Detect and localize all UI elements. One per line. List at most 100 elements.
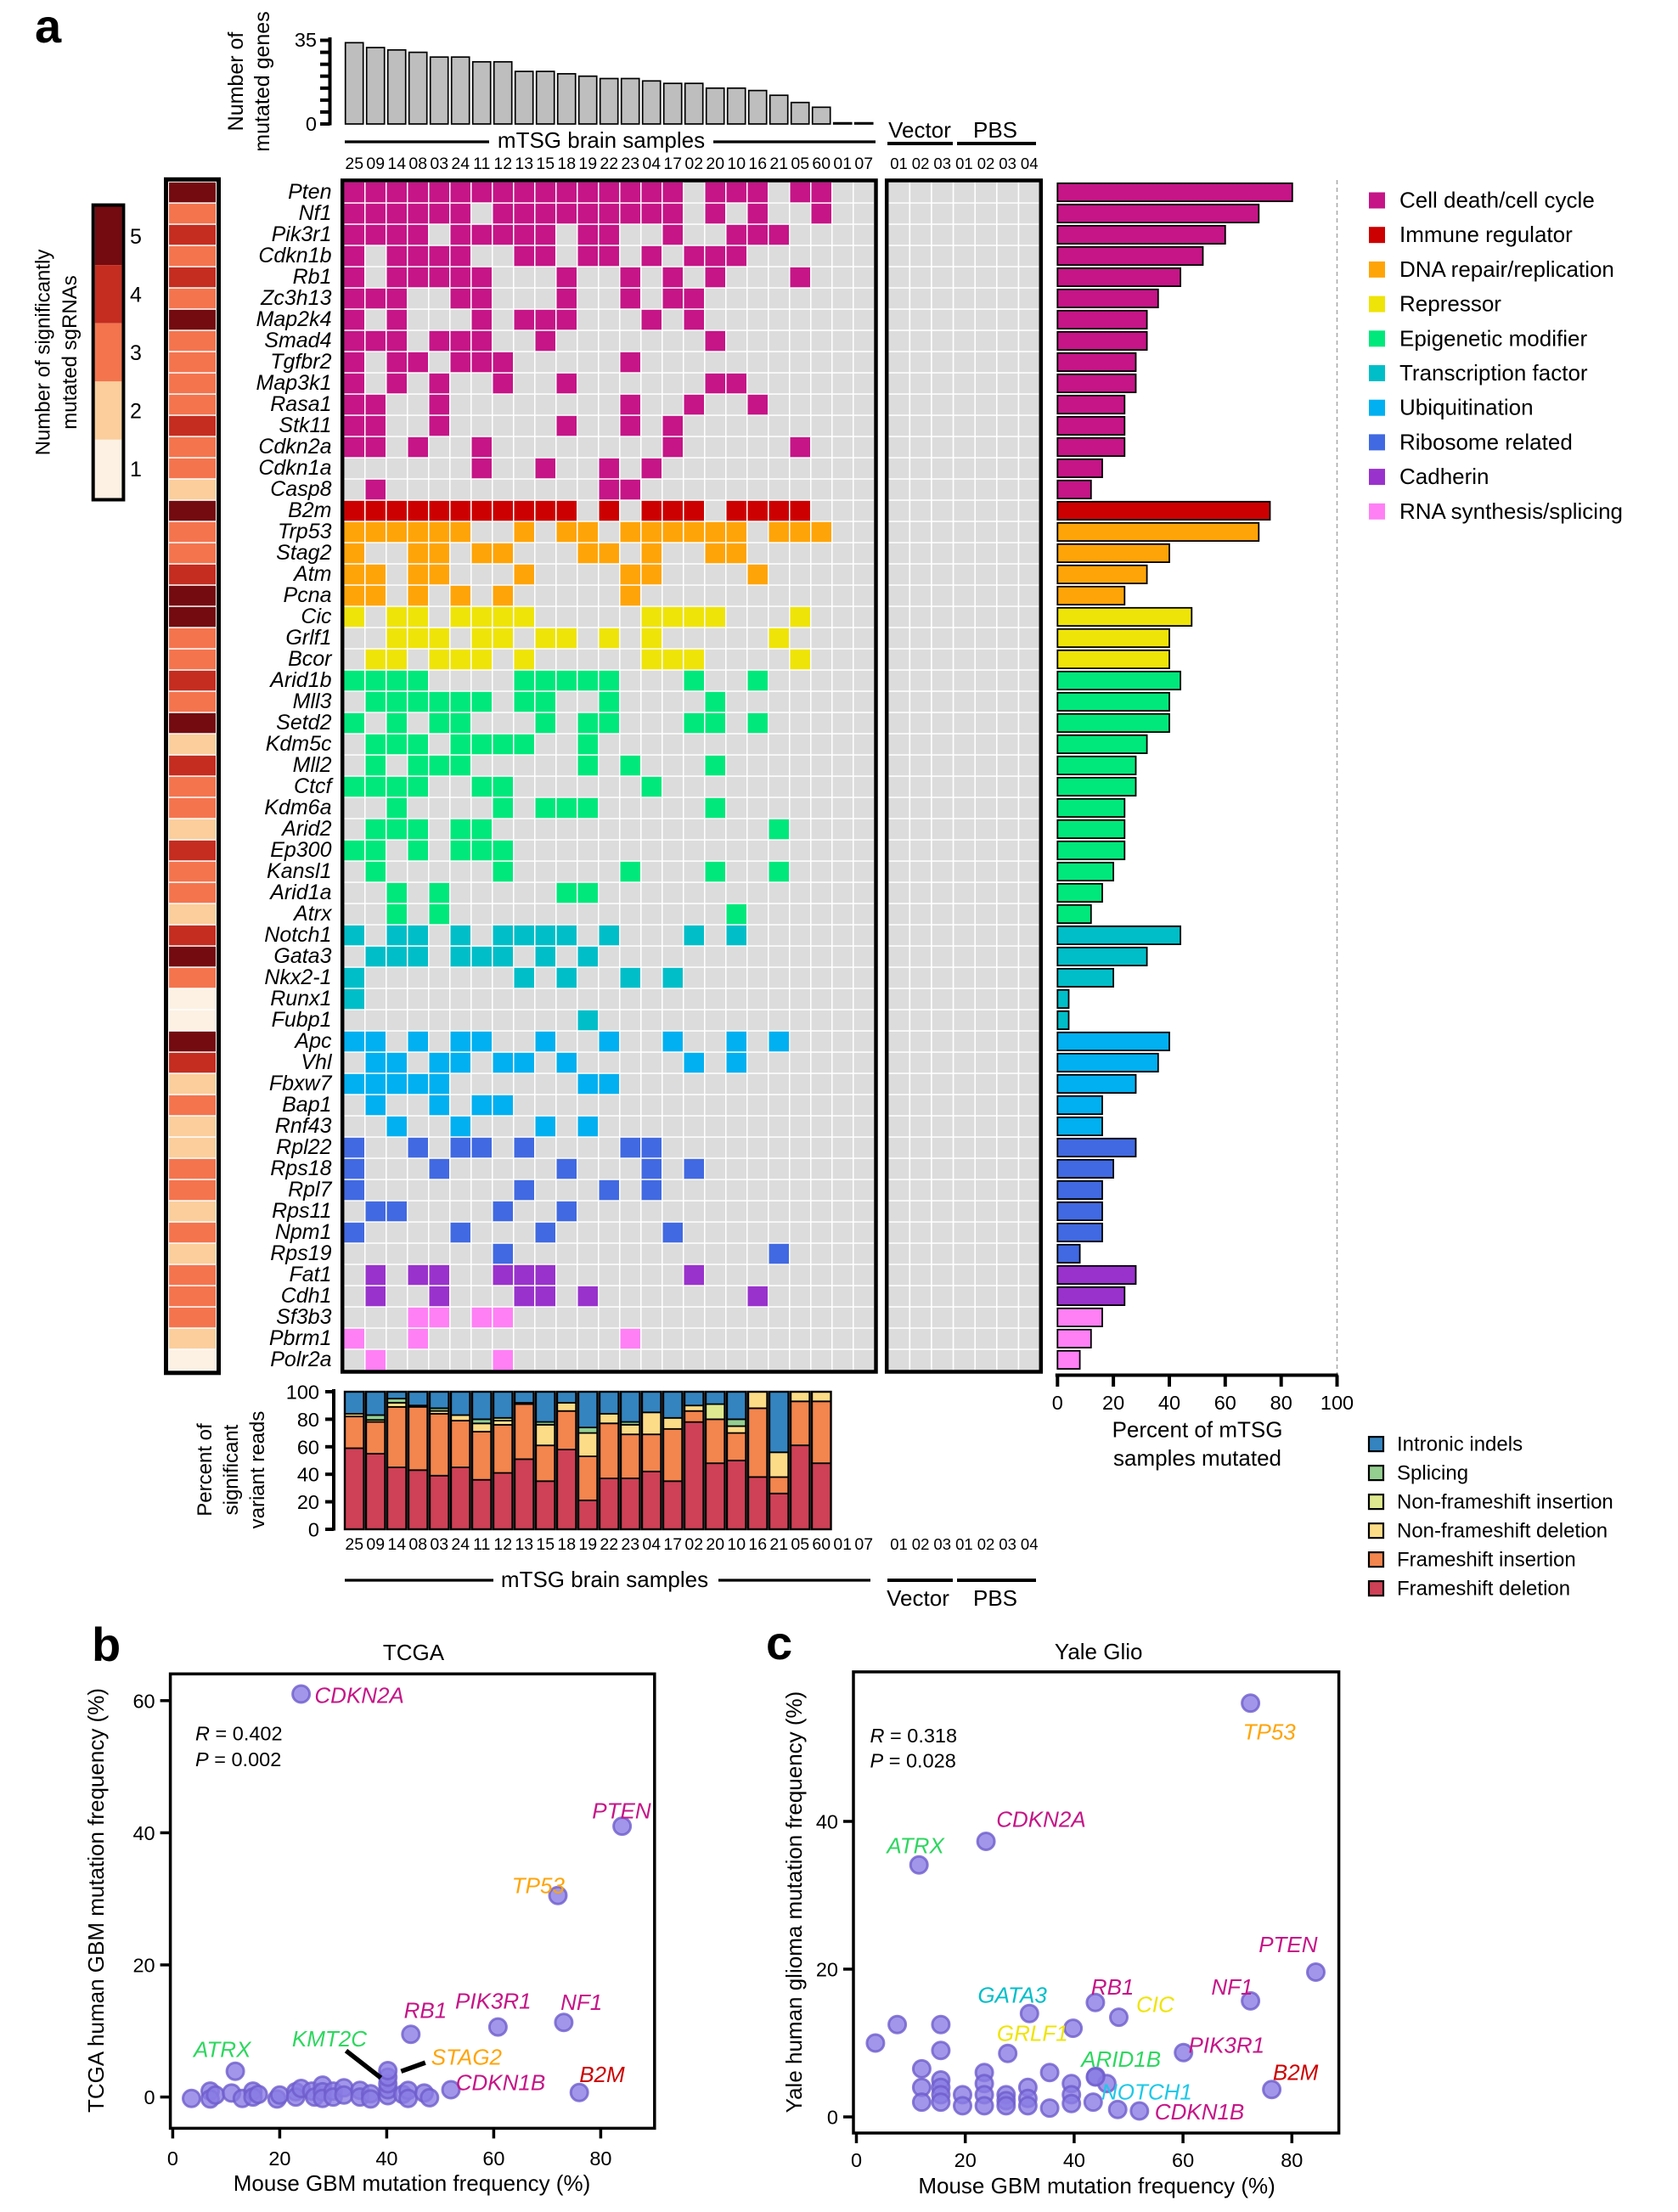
svg-text:19: 19: [578, 155, 597, 173]
svg-text:20: 20: [268, 2147, 290, 2170]
svg-text:03: 03: [999, 155, 1016, 172]
svg-text:Non-frameshift deletion: Non-frameshift deletion: [1397, 1520, 1608, 1543]
svg-text:08: 08: [408, 155, 427, 173]
svg-text:02: 02: [684, 1535, 703, 1554]
svg-text:18: 18: [557, 1535, 576, 1554]
svg-text:23: 23: [621, 155, 639, 173]
svg-text:RB1: RB1: [1091, 1974, 1135, 2000]
svg-text:Map2k4: Map2k4: [256, 307, 332, 331]
svg-text:RNA synthesis/splicing: RNA synthesis/splicing: [1399, 498, 1623, 524]
svg-text:B2m: B2m: [288, 498, 331, 522]
svg-text:TP53: TP53: [512, 1872, 566, 1898]
svg-text:60: 60: [812, 155, 831, 173]
svg-text:16: 16: [748, 1535, 767, 1554]
svg-text:TCGA: TCGA: [383, 1640, 445, 1665]
svg-text:PTEN: PTEN: [592, 1798, 651, 1824]
svg-text:samples mutated: samples mutated: [1113, 1445, 1281, 1471]
svg-text:STAG2: STAG2: [431, 2045, 503, 2070]
svg-text:Stag2: Stag2: [276, 541, 331, 565]
svg-text:0: 0: [827, 2107, 838, 2129]
svg-text:80: 80: [589, 2147, 611, 2170]
svg-text:ATRX: ATRX: [885, 1833, 945, 1859]
svg-text:Ubiquitination: Ubiquitination: [1399, 395, 1534, 420]
svg-text:Pbrm1: Pbrm1: [269, 1326, 332, 1350]
svg-text:RB1: RB1: [404, 1998, 448, 2023]
svg-text:Bap1: Bap1: [282, 1093, 331, 1117]
svg-text:40: 40: [297, 1464, 319, 1486]
svg-text:Mouse GBM mutation frequency (: Mouse GBM mutation frequency (%): [918, 2173, 1275, 2198]
svg-text:100: 100: [286, 1382, 319, 1404]
svg-text:1: 1: [130, 458, 142, 481]
svg-text:B2M: B2M: [579, 2062, 625, 2087]
svg-text:R = 0.402: R = 0.402: [195, 1723, 283, 1745]
svg-text:c: c: [766, 1616, 792, 1669]
svg-text:24: 24: [451, 155, 470, 173]
svg-text:20: 20: [816, 1959, 838, 1981]
svg-text:Pcna: Pcna: [284, 583, 332, 607]
svg-text:P = 0.028: P = 0.028: [870, 1750, 956, 1772]
svg-text:ATRX: ATRX: [192, 2036, 252, 2062]
svg-text:02: 02: [684, 155, 703, 173]
svg-text:PBS: PBS: [973, 1585, 1017, 1611]
svg-text:Pten: Pten: [288, 180, 331, 204]
svg-text:Cic: Cic: [301, 605, 332, 628]
svg-text:GRLF1: GRLF1: [997, 2021, 1068, 2046]
svg-text:Ribosome related: Ribosome related: [1399, 429, 1573, 454]
svg-text:Yale human glioma mutation fre: Yale human glioma mutation frequency (%): [781, 1691, 807, 2114]
svg-text:100: 100: [1320, 1392, 1354, 1414]
svg-text:Casp8: Casp8: [270, 477, 331, 501]
svg-text:20: 20: [706, 1535, 724, 1554]
svg-text:15: 15: [536, 155, 555, 173]
svg-text:Ep300: Ep300: [270, 838, 331, 862]
svg-text:Rpl22: Rpl22: [276, 1135, 331, 1159]
svg-text:b: b: [92, 1618, 121, 1671]
svg-text:02: 02: [912, 155, 930, 172]
svg-text:09: 09: [366, 155, 385, 173]
svg-text:Mll2: Mll2: [293, 753, 332, 777]
svg-text:01: 01: [833, 155, 852, 173]
svg-text:mutated genes: mutated genes: [251, 11, 274, 151]
svg-text:Percent of: Percent of: [194, 1423, 217, 1517]
svg-text:Arid2: Arid2: [280, 817, 331, 841]
svg-text:09: 09: [366, 1535, 385, 1554]
svg-text:0: 0: [308, 1519, 319, 1541]
svg-text:P = 0.002: P = 0.002: [195, 1748, 281, 1770]
svg-text:02: 02: [977, 155, 995, 172]
svg-text:Trp53: Trp53: [278, 520, 332, 543]
svg-text:mutated sgRNAs: mutated sgRNAs: [59, 275, 82, 429]
svg-text:mTSG brain samples: mTSG brain samples: [498, 127, 705, 153]
svg-text:08: 08: [408, 1535, 427, 1554]
svg-text:2: 2: [130, 400, 142, 424]
svg-text:Gata3: Gata3: [273, 944, 331, 968]
svg-text:01: 01: [890, 1535, 908, 1553]
svg-text:Map3k1: Map3k1: [256, 371, 332, 395]
svg-text:a: a: [35, 0, 62, 53]
svg-text:Number of: Number of: [224, 32, 248, 132]
svg-text:GATA3: GATA3: [977, 1982, 1047, 2007]
svg-text:03: 03: [933, 155, 951, 172]
svg-text:Tgfbr2: Tgfbr2: [270, 350, 331, 374]
svg-text:01: 01: [833, 1535, 852, 1554]
svg-text:07: 07: [854, 155, 873, 173]
svg-text:10: 10: [727, 155, 746, 173]
svg-text:04: 04: [642, 155, 661, 173]
svg-text:Non-frameshift insertion: Non-frameshift insertion: [1397, 1491, 1613, 1514]
svg-text:05: 05: [791, 155, 809, 173]
svg-text:Repressor: Repressor: [1399, 291, 1501, 317]
svg-text:19: 19: [578, 1535, 597, 1554]
svg-text:Stk11: Stk11: [279, 414, 331, 437]
svg-text:Bcor: Bcor: [288, 647, 333, 671]
svg-text:15: 15: [536, 1535, 555, 1554]
svg-text:13: 13: [515, 155, 533, 173]
svg-text:ARID1B: ARID1B: [1079, 2046, 1161, 2072]
svg-text:Rps18: Rps18: [270, 1157, 331, 1180]
svg-text:Yale Glio: Yale Glio: [1055, 1639, 1143, 1664]
svg-text:03: 03: [430, 1535, 448, 1554]
svg-text:Arid1b: Arid1b: [268, 668, 331, 692]
svg-text:mTSG brain samples: mTSG brain samples: [501, 1567, 708, 1592]
svg-text:TP53: TP53: [1243, 1720, 1297, 1745]
svg-text:Cdkn2a: Cdkn2a: [258, 435, 331, 459]
svg-text:variant reads: variant reads: [246, 1411, 269, 1529]
svg-text:Sf3b3: Sf3b3: [276, 1305, 331, 1329]
svg-text:CDKN2A: CDKN2A: [996, 1806, 1085, 1832]
